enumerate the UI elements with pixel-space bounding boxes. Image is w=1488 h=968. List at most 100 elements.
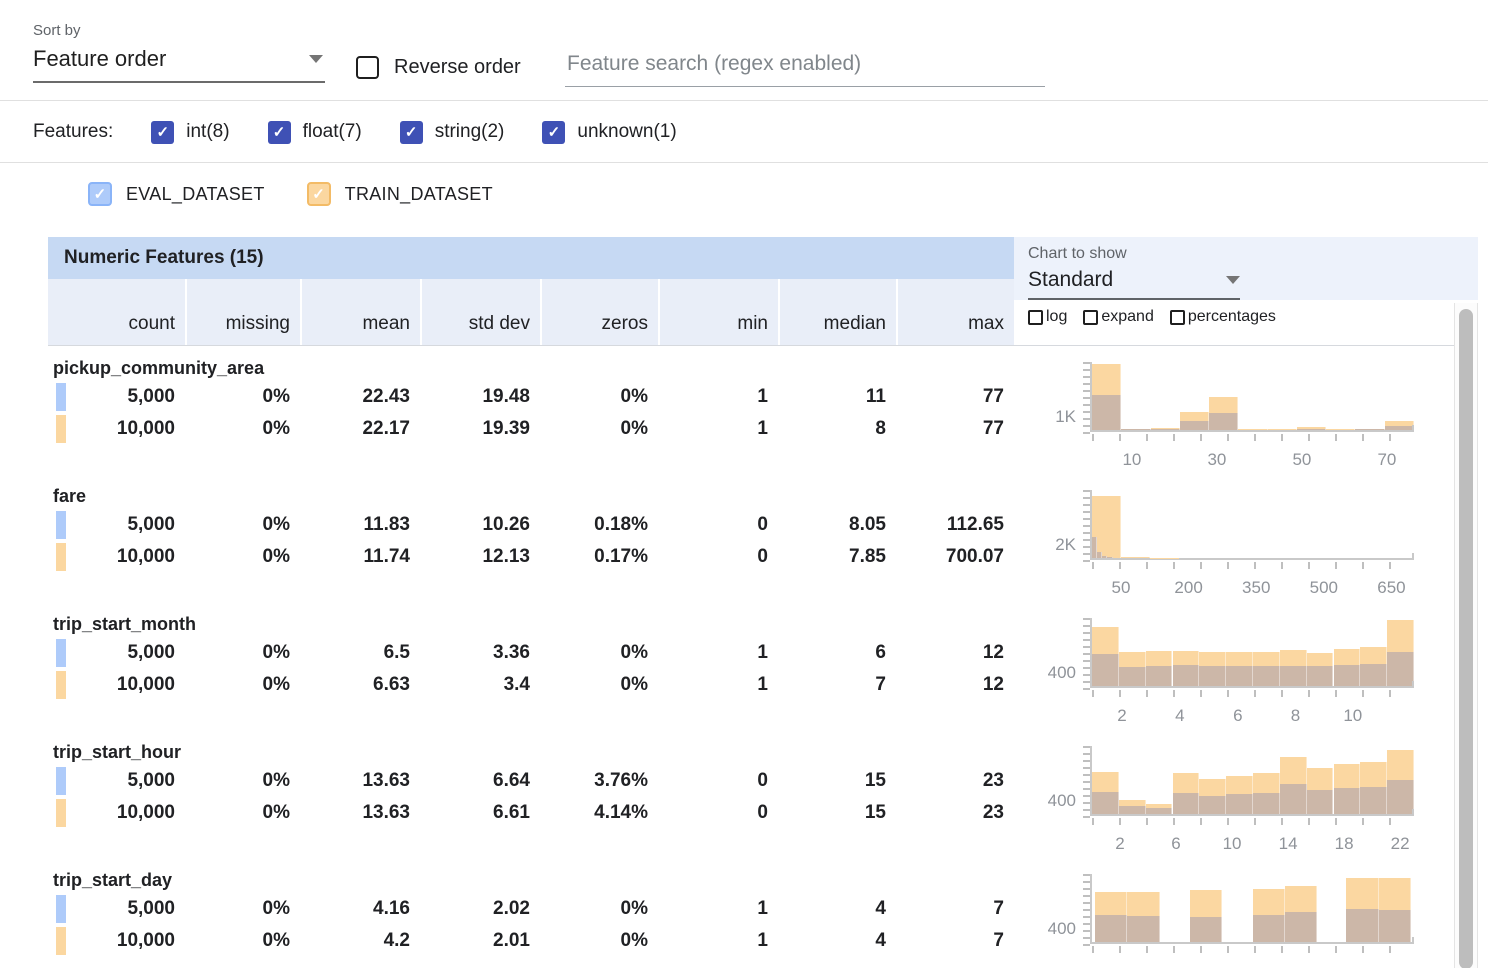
- histogram-chart: 400 2 4 6 8 10: [1042, 610, 1478, 738]
- sort-by-dropdown[interactable]: Sort by Feature order: [33, 22, 325, 83]
- checkbox-checked-icon[interactable]: ✓: [399, 120, 423, 144]
- dataset-color-chip: [56, 383, 66, 411]
- x-tick-label: 650: [1377, 578, 1406, 597]
- x-axis-ticks: [1092, 690, 1416, 697]
- dataset-color-chip: [56, 799, 66, 827]
- chart-scrollbar-track[interactable]: [1454, 303, 1478, 968]
- stat-cell: 0%: [262, 770, 290, 791]
- dataset-name: TRAIN_DATASET: [344, 183, 493, 204]
- stat-cell: 700.07: [945, 546, 1004, 567]
- numeric-features-table: Numeric Features (15) count missing mean st…: [48, 237, 1478, 968]
- x-tick-label: 10: [1222, 834, 1242, 853]
- stats-row: 5,000 0% 4.16 2.02 0% 1 4 7: [48, 894, 1014, 924]
- plot-area: [1090, 874, 1414, 944]
- checkbox-unchecked-icon[interactable]: [1028, 309, 1043, 325]
- x-tick-label: 50: [1111, 578, 1131, 597]
- stat-cell: 0%: [262, 546, 290, 567]
- eval-overlap-bar: [1209, 412, 1239, 430]
- stat-cell: 22.43: [362, 386, 410, 407]
- checkbox-unchecked-icon[interactable]: [1083, 309, 1099, 325]
- dataset-toggle-eval[interactable]: ✓ EVAL_DATASET: [88, 182, 265, 206]
- table-header: Numeric Features (15) count missing mean st…: [48, 237, 1478, 346]
- stat-cell: 4.16: [373, 898, 410, 919]
- y-axis-ticks: [1083, 618, 1090, 690]
- filter-label: int(8): [186, 121, 230, 142]
- x-tick-label: 4: [1175, 706, 1185, 725]
- stat-cell: 77: [982, 386, 1004, 407]
- stat-cell: 10.26: [482, 514, 530, 535]
- stat-cell: 23: [982, 770, 1004, 791]
- eval-overlap-bar: [1092, 791, 1119, 814]
- x-tick-label: 10: [1343, 706, 1363, 725]
- chart-type-dropdown[interactable]: Standard: [1028, 263, 1240, 300]
- stat-cell: 1: [757, 386, 768, 407]
- plot-area: [1090, 746, 1414, 816]
- stat-cell: 0: [757, 802, 768, 823]
- stat-cell: 0%: [620, 898, 648, 919]
- eval-overlap-bar: [1285, 911, 1318, 942]
- feature-type-filter[interactable]: ✓ int(8): [151, 120, 230, 144]
- stat-cell: 13.63: [362, 802, 410, 823]
- column-header-mean: mean: [300, 279, 420, 345]
- stat-cell: 77: [982, 418, 1004, 439]
- chart-toggle-log[interactable]: log: [1028, 308, 1067, 326]
- eval-overlap-bar: [1097, 551, 1103, 558]
- search-input[interactable]: [565, 48, 1045, 87]
- stats-row: 10,000 0% 6.63 3.4 0% 1 7 12: [48, 670, 1014, 700]
- dataset-toggle-train[interactable]: ✓ TRAIN_DATASET: [306, 182, 493, 206]
- stat-cell: 4.2: [383, 930, 410, 951]
- stat-cell: 0%: [262, 898, 290, 919]
- feature-type-filters: ✓ int(8) ✓ float(7) ✓ string(2) ✓ unknown(1): [113, 120, 677, 144]
- dataset-color-chip: [56, 415, 66, 443]
- stat-cell: 0%: [262, 642, 290, 663]
- chart-toggle-percentages[interactable]: percentages: [1169, 308, 1276, 326]
- stat-cell: 5,000: [48, 382, 185, 412]
- y-axis-ticks: [1083, 874, 1090, 946]
- histogram-chart: 400 2 6 10 14 18 22: [1042, 738, 1478, 866]
- reverse-order-control[interactable]: Reverse order: [356, 56, 521, 79]
- checkbox-checked-icon[interactable]: ✓: [306, 182, 331, 206]
- chart-scrollbar-thumb[interactable]: [1459, 309, 1473, 968]
- feature-type-filter[interactable]: ✓ string(2): [399, 120, 504, 144]
- checkbox-checked-icon[interactable]: ✓: [151, 120, 175, 144]
- plot-area: [1090, 618, 1414, 688]
- stats-row: 5,000 0% 22.43 19.48 0% 1 11 77: [48, 382, 1014, 412]
- stat-cell: 7: [993, 930, 1004, 951]
- stat-cell: 0: [757, 546, 768, 567]
- checkbox-checked-icon[interactable]: ✓: [267, 120, 291, 144]
- stat-cell: 0: [757, 770, 768, 791]
- train-bar: [1296, 427, 1327, 430]
- feature-rows: pickup_community_area 5,000 0% 22.43 19.48 0%…: [48, 346, 1478, 968]
- checkbox-unchecked-icon[interactable]: [356, 56, 379, 79]
- x-axis-ticks: [1092, 818, 1416, 825]
- chart-toggle-expand[interactable]: expand: [1083, 308, 1154, 326]
- eval-overlap-bar: [1092, 653, 1119, 686]
- dataset-color-chip: [56, 927, 66, 955]
- checkbox-unchecked-icon[interactable]: [1169, 309, 1185, 325]
- eval-overlap-bar: [1253, 666, 1280, 686]
- stat-cell: 10,000: [48, 798, 185, 828]
- train-bar: [1238, 429, 1268, 430]
- section-title: Numeric Features (15): [48, 237, 1014, 279]
- eval-overlap-bar: [1279, 783, 1307, 814]
- feature-group: trip_start_hour 5,000 0% 13.63 6.64 3.76% 0 15 2…: [48, 738, 1478, 866]
- stat-cell: 10,000: [48, 542, 185, 572]
- eval-overlap-bar: [1199, 795, 1227, 814]
- dataset-color-chip: [56, 639, 66, 667]
- eval-overlap-bar: [1145, 807, 1173, 814]
- eval-overlap-bar: [1360, 786, 1388, 814]
- stat-cell: 0%: [620, 930, 648, 951]
- eval-overlap-bar: [1172, 665, 1200, 686]
- checkbox-checked-icon[interactable]: ✓: [88, 182, 112, 206]
- stat-cell: 15: [864, 802, 886, 823]
- train-bar: [1267, 429, 1297, 430]
- train-bar: [1120, 556, 1150, 558]
- stats-row: 10,000 0% 13.63 6.61 4.14% 0 15 23: [48, 798, 1014, 828]
- feature-type-filter[interactable]: ✓ unknown(1): [542, 120, 677, 144]
- checkbox-checked-icon[interactable]: ✓: [542, 120, 566, 144]
- feature-type-filter[interactable]: ✓ float(7): [267, 120, 362, 144]
- eval-overlap-bar: [1092, 537, 1098, 558]
- feature-name: trip_start_day: [53, 870, 173, 890]
- stat-cell: 7: [875, 674, 886, 695]
- stat-cell: 4: [875, 898, 886, 919]
